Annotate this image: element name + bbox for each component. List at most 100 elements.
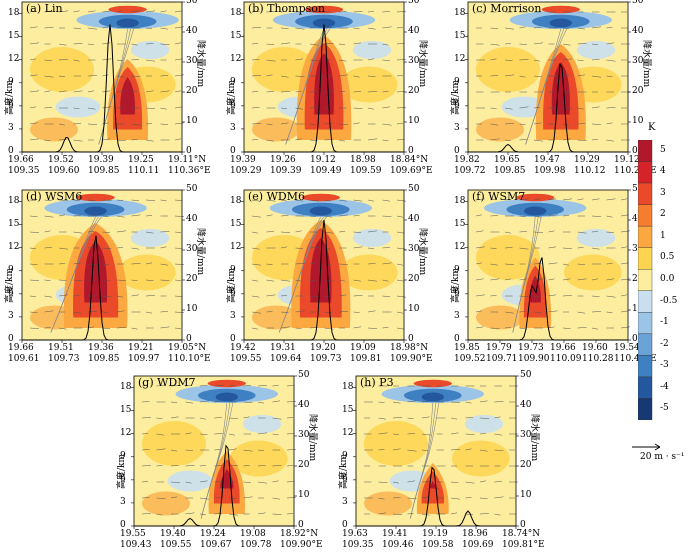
wind-vector — [548, 294, 557, 297]
left-tick-label: 18 — [120, 381, 132, 392]
latitude-tick-label: 19.82 — [454, 155, 480, 165]
wind-vector — [29, 311, 38, 313]
longitude-tick-label: 109.58 — [422, 540, 454, 550]
wind-vector — [396, 199, 407, 202]
wind-vector — [29, 295, 37, 297]
wind-vector — [338, 279, 346, 282]
wind-vector — [396, 27, 404, 29]
wind-vector — [562, 75, 570, 77]
colorbar-tick-label: 2 — [660, 209, 666, 220]
wind-vector — [58, 263, 66, 265]
panel-b-thompson: (b) Thompson 0 3 6 9 12 15 18 0 10 20 30 40 50 高度/km 降… — [226, 0, 433, 180]
wind-vector — [116, 295, 124, 298]
wind-vector — [324, 75, 333, 77]
left-tick-label: 9 — [230, 264, 236, 275]
warm-anomaly-patch — [340, 254, 398, 291]
wind-vector — [479, 417, 490, 419]
wind-vector — [519, 215, 526, 217]
left-tick-label: 12 — [230, 241, 242, 252]
wind-vector — [102, 311, 109, 313]
wind-vector — [309, 279, 318, 282]
wind-vector — [353, 311, 360, 313]
wind-vector — [338, 294, 347, 297]
right-tick-label: 20 — [186, 86, 198, 96]
left-tick-label: 3 — [120, 496, 126, 507]
warm-anomaly-patch — [340, 66, 398, 103]
latitude-tick-label: 19.60 — [582, 343, 608, 353]
upper-cold-center — [84, 206, 107, 216]
wind-vector — [479, 400, 488, 403]
right-tick-label: 20 — [186, 274, 198, 284]
longitude-tick-label: 109.85 — [494, 166, 526, 176]
right-tick-label: 40 — [408, 26, 420, 36]
right-tick-label: 10 — [408, 304, 420, 314]
wind-vector — [44, 59, 53, 61]
wind-vector — [504, 59, 513, 61]
wind-vector — [29, 58, 37, 61]
wind-vector — [102, 279, 111, 281]
wind-vector — [272, 385, 279, 387]
wind-vector — [479, 480, 487, 483]
wind-vector — [324, 199, 331, 202]
wind-vector — [87, 311, 98, 313]
wind-vector — [251, 139, 259, 141]
latitude-tick-label: 19.39 — [230, 155, 256, 165]
warm-tower-core — [220, 469, 234, 489]
wind-vector — [29, 215, 38, 217]
wind-vector — [382, 43, 389, 46]
warm-anomaly-patch — [30, 117, 78, 142]
wind-vector — [591, 139, 599, 141]
wind-vector — [295, 279, 302, 282]
left-tick-label: 0 — [454, 334, 460, 344]
left-tick-label: 0 — [230, 334, 236, 344]
wind-vector — [58, 43, 67, 46]
wind-vector — [353, 215, 360, 217]
wind-vector — [29, 247, 37, 249]
wind-vector — [396, 327, 405, 330]
right-axis-label: 降水量/mm — [307, 413, 317, 461]
wind-vector — [382, 279, 389, 282]
wind-vector — [251, 59, 260, 61]
wind-vector — [214, 417, 223, 419]
wind-vector — [44, 247, 53, 249]
latitude-tick-label: 19.21 — [128, 343, 154, 353]
longitude-tick-label: 109.73 — [310, 354, 342, 364]
wind-vector — [145, 139, 154, 142]
wind-vector — [87, 27, 98, 30]
latitude-tick-label: 19.54°N — [614, 343, 653, 353]
wind-vector — [156, 448, 166, 451]
wind-vector — [145, 90, 154, 93]
colorbar-swatch — [637, 204, 653, 227]
wind-vector — [116, 27, 125, 29]
wind-vector — [29, 26, 38, 29]
wind-vector — [591, 106, 600, 109]
wind-vector — [116, 247, 124, 249]
wind-vector — [116, 107, 124, 109]
longitude-tick-label: 109.85 — [88, 166, 120, 176]
left-axis-label: 高度/km — [451, 79, 461, 115]
wind-vector — [494, 416, 501, 419]
wind-vector — [382, 106, 391, 109]
wind-vector — [243, 465, 250, 467]
left-tick-label: 3 — [230, 122, 236, 133]
colorbar-swatch — [637, 355, 653, 378]
wind-vector — [577, 263, 586, 265]
wind-vector — [174, 10, 183, 13]
wind-vector — [562, 327, 571, 329]
wind-vector — [367, 11, 375, 13]
wind-vector — [392, 448, 401, 451]
wind-vector — [185, 465, 195, 467]
wind-vector — [309, 91, 318, 93]
wind-vector — [620, 326, 631, 329]
wind-vector — [131, 327, 138, 330]
wind-vector — [606, 107, 616, 109]
wind-vector — [382, 123, 392, 126]
contour-line — [200, 402, 234, 519]
wind-vector — [174, 311, 185, 313]
warm-anomaly-patch — [142, 421, 206, 466]
wind-vector — [174, 231, 182, 233]
wind-vector — [620, 246, 628, 249]
right-axis-label: 降水量/mm — [195, 39, 205, 87]
wind-vector — [174, 279, 182, 281]
wind-vector — [44, 10, 53, 13]
